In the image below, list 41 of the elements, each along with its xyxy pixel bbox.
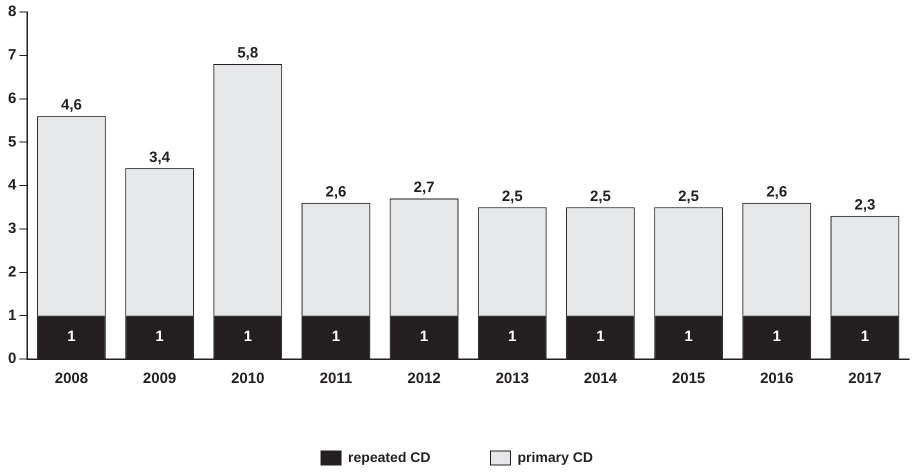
- data-label: 2,6: [766, 183, 788, 200]
- data-label: 1: [772, 328, 781, 346]
- x-tick-label: 2012: [407, 370, 441, 388]
- x-tick-label: 2014: [584, 370, 618, 388]
- x-tick-label: 2013: [496, 370, 529, 388]
- data-label: 1: [596, 328, 605, 346]
- data-label: 1: [684, 328, 693, 346]
- y-tick-label: 1: [8, 306, 16, 324]
- legend-label: primary CD: [518, 448, 593, 465]
- data-label: 2,3: [854, 196, 876, 214]
- x-tick-label: 2011: [320, 370, 352, 388]
- y-tick-label: 5: [8, 133, 16, 150]
- data-label: 1: [860, 328, 870, 346]
- data-label: 5,8: [237, 44, 258, 62]
- y-tick-label: 4: [8, 176, 17, 194]
- x-tick-label: 2017: [848, 370, 882, 388]
- data-label: 4,6: [60, 96, 82, 114]
- x-tick-label: 2009: [142, 370, 176, 388]
- x-tick-label: 2015: [672, 370, 706, 388]
- data-label: 1: [332, 328, 340, 346]
- data-label: 1: [420, 328, 428, 346]
- data-label: 2,5: [502, 188, 523, 205]
- data-label: 2,5: [590, 188, 611, 205]
- y-tick-label: 0: [8, 350, 16, 368]
- data-label: 1: [155, 328, 164, 346]
- y-tick-label: 6: [8, 90, 16, 107]
- data-label: 3,4: [149, 148, 171, 166]
- x-tick-label: 2008: [54, 370, 88, 388]
- data-label: 1: [508, 328, 516, 346]
- x-tick-label: 2010: [231, 370, 264, 388]
- y-tick-label: 3: [8, 220, 16, 238]
- x-tick-label: 2016: [760, 370, 794, 388]
- data-label: 2,6: [325, 183, 346, 200]
- y-tick-label: 2: [8, 263, 16, 280]
- data-label: 2,5: [678, 188, 700, 205]
- data-label: 2,7: [414, 179, 435, 196]
- data-label: 1: [244, 328, 252, 346]
- y-tick-label: 7: [8, 46, 16, 64]
- y-tick-label: 8: [8, 3, 16, 20]
- data-label: 1: [67, 328, 76, 346]
- legend-label: repeated CD: [348, 448, 430, 465]
